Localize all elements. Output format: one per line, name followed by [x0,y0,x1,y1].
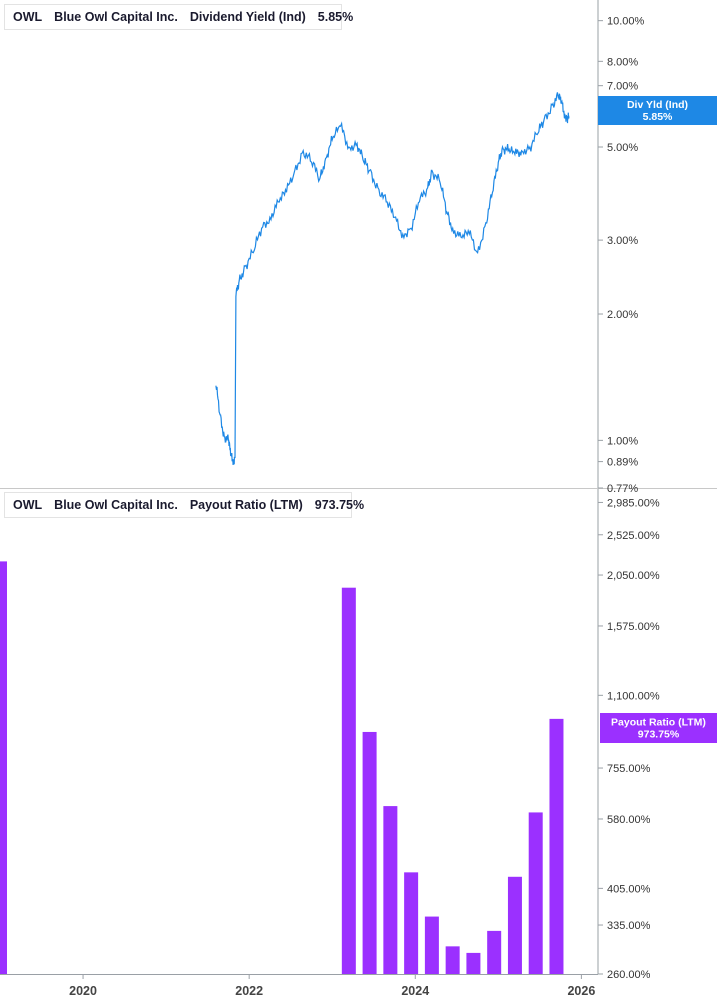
payout-bars [0,561,564,974]
bottom-y-tick-label: 580.00% [607,814,651,826]
bottom-y-tick-label: 1,100.00% [607,690,660,702]
payout-bar [487,930,502,974]
top-y-tick-label: 2.00% [607,309,638,321]
bottom-y-tick-label: 1,575.00% [607,621,660,633]
bottom-y-tick-label: 2,985.00% [607,497,660,509]
payout-bar [528,812,543,974]
dividend-yield-line [215,92,570,466]
x-axis-ticks: 2020 2022 2024 2026 [69,974,595,998]
payout-bar [424,916,439,974]
x-tick-label: 2020 [69,984,97,998]
top-y-tick-label: 10.00% [607,16,645,28]
top-y-tick-label: 3.00% [607,235,638,247]
payout-bar [507,876,522,974]
top-legend-ticker: OWL [13,10,43,24]
x-tick-label: 2024 [401,984,429,998]
top-y-tick-label: 5.00% [607,142,638,154]
bottom-legend-company: Blue Owl Capital Inc. [54,498,178,512]
bottom-legend-metric: Payout Ratio (LTM) [189,498,303,512]
bottom-y-tick-label: 2,525.00% [607,530,660,542]
bottom-y-tick-label: 335.00% [607,920,651,932]
bottom-legend: OWL Blue Owl Capital Inc. Payout Ratio (… [4,492,364,518]
top-legend: OWL Blue Owl Capital Inc. Dividend Yield… [4,4,353,30]
payout-bar [383,806,398,974]
payout-bar [362,731,377,974]
payout-bar [549,718,564,974]
bottom-legend-value: 973.75% [314,498,365,512]
top-legend-value: 5.85% [317,10,354,24]
payout-badge-value: 973.75% [638,729,680,741]
top-y-tick-label: 8.00% [607,56,638,68]
bottom-y-tick-label: 2,050.00% [607,570,660,582]
x-tick-label: 2022 [235,984,263,998]
top-y-ticks: 10.00% 8.00% 7.00% 5.00% 3.00% 2.00% 1.00% 0.89… [598,16,645,495]
top-y-tick-label: 1.00% [607,435,638,447]
yield-badge-value: 5.85% [643,111,673,123]
yield-badge: Div Yld (Ind) 5.85% [598,96,717,125]
bottom-y-tick-label: 755.00% [607,763,651,775]
top-y-tick-label: 7.00% [607,81,638,93]
bottom-y-tick-label: 260.00% [607,969,651,981]
top-y-tick-label: 0.89% [607,457,638,469]
payout-bar [0,561,7,974]
bottom-legend-ticker: OWL [13,498,43,512]
payout-badge: Payout Ratio (LTM) 973.75% [600,713,717,743]
payout-bar [445,946,460,974]
x-tick-label: 2026 [567,984,595,998]
payout-bar [404,872,419,974]
bottom-y-ticks: 2,985.00% 2,525.00% 2,050.00% 1,575.00% 1,10… [598,497,660,981]
bottom-y-tick-label: 405.00% [607,883,651,895]
top-legend-company: Blue Owl Capital Inc. [54,10,178,24]
payout-bar [341,587,356,974]
payout-bar [466,952,481,974]
top-legend-metric: Dividend Yield (Ind) [189,10,306,24]
payout-badge-label: Payout Ratio (LTM) [611,717,706,729]
top-y-tick-label: 0.77% [607,483,638,495]
yield-badge-label: Div Yld (Ind) [627,99,688,111]
